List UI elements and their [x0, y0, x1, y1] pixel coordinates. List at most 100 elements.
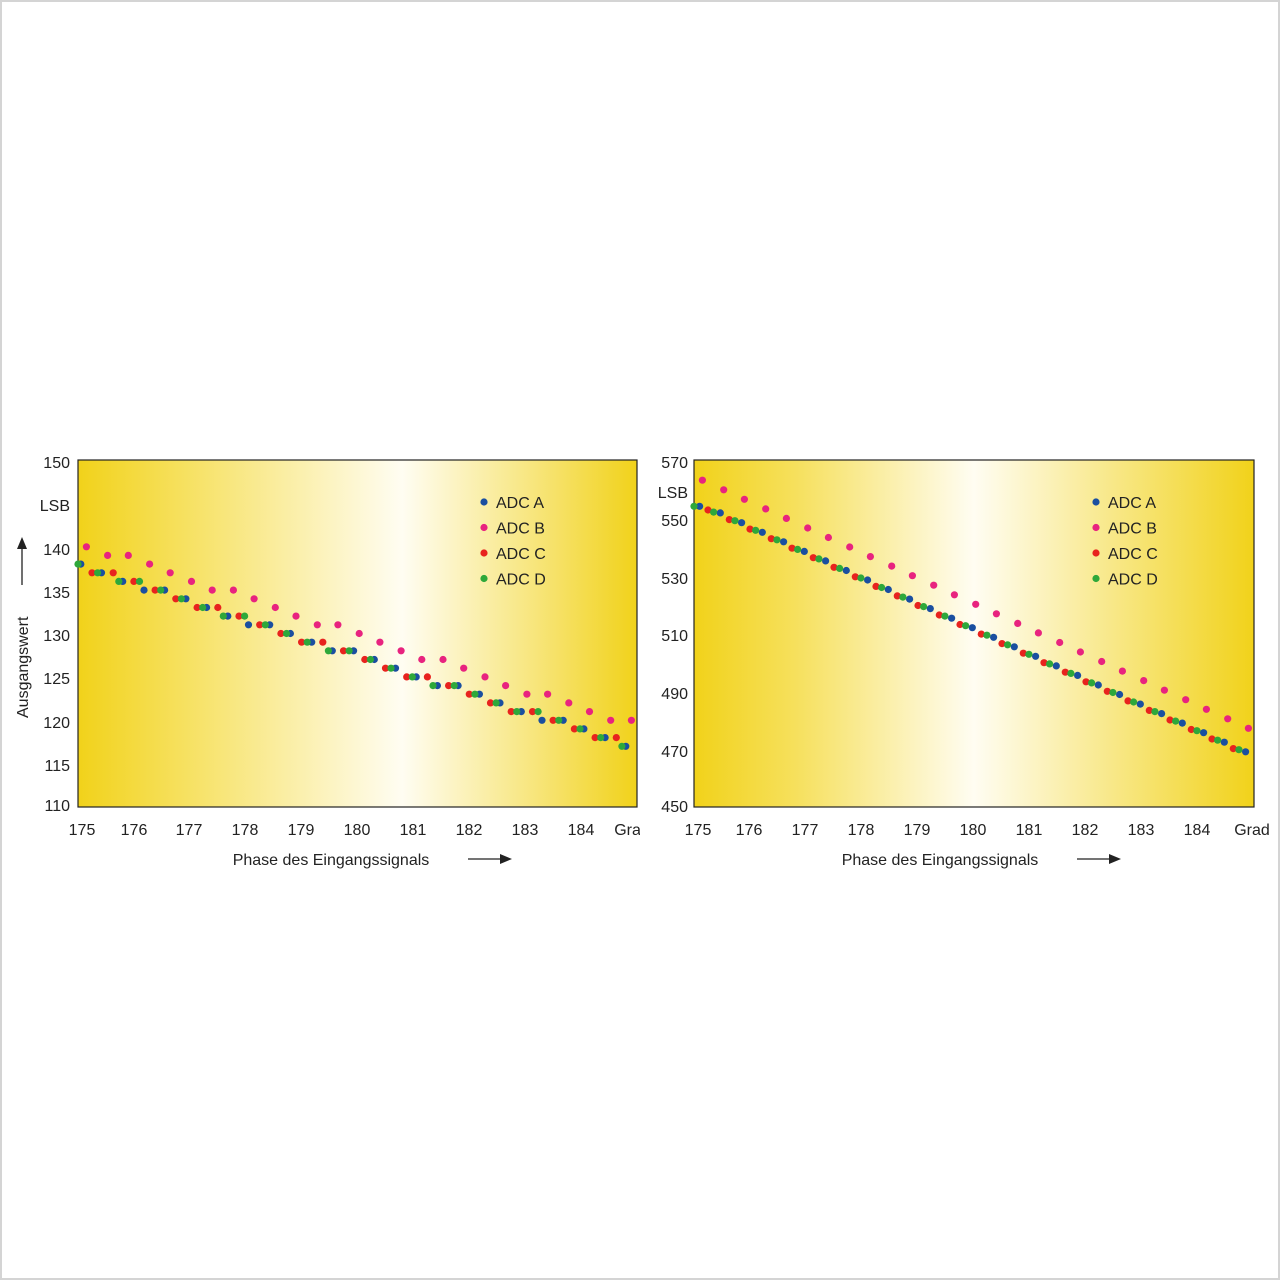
legend-marker [1092, 523, 1100, 532]
y-tick-label: 110 [44, 798, 70, 815]
y-tick-label: 130 [43, 628, 70, 645]
data-point-adc-c [1082, 678, 1090, 686]
data-point-adc-c [1166, 716, 1174, 724]
data-point-adc-c [256, 621, 264, 629]
data-point-adc-a [1136, 700, 1144, 708]
legend-label: ADC D [496, 572, 546, 589]
data-point-adc-b [1014, 619, 1022, 627]
data-point-adc-c [549, 716, 557, 724]
data-point-adc-a [1094, 681, 1102, 689]
data-point-adc-d [261, 621, 269, 629]
data-point-adc-b [972, 600, 980, 608]
data-point-adc-b [271, 603, 279, 612]
y-tick-label: LSB [40, 498, 70, 515]
data-point-adc-a [140, 586, 148, 594]
data-point-adc-a [1052, 662, 1060, 670]
data-point-adc-d [794, 545, 802, 553]
data-point-adc-d [857, 574, 865, 582]
data-point-adc-b [804, 524, 812, 532]
data-point-adc-d [94, 569, 102, 577]
data-point-adc-c [872, 582, 880, 590]
data-point-adc-c [851, 573, 859, 581]
data-point-adc-a [780, 538, 788, 546]
data-point-adc-a [244, 621, 253, 629]
data-point-adc-d [1025, 650, 1033, 658]
data-point-adc-c [725, 516, 733, 524]
data-point-adc-c [704, 506, 712, 514]
data-point-adc-d [1046, 660, 1054, 668]
data-point-adc-a [538, 716, 546, 724]
data-point-adc-a [1220, 738, 1228, 746]
data-point-adc-d [513, 708, 521, 716]
data-point-adc-d [282, 629, 291, 638]
legend-label: ADC D [1108, 572, 1158, 589]
data-point-adc-a [1200, 729, 1208, 737]
data-point-adc-b [1034, 629, 1042, 637]
data-point-adc-c [88, 569, 96, 577]
data-point-adc-c [893, 592, 901, 600]
chart-left: 150 LSB 140 135 130 125 120 115 110 175 176 177 178… [15, 455, 640, 869]
data-point-adc-c [809, 554, 817, 562]
data-point-adc-c [423, 673, 431, 681]
data-point-adc-b [397, 647, 405, 655]
data-point-adc-b [565, 699, 573, 707]
legend-marker [1092, 549, 1100, 557]
data-point-adc-c [767, 535, 775, 543]
data-point-adc-b [740, 495, 748, 503]
data-point-adc-b [762, 505, 770, 513]
data-point-adc-b [1076, 648, 1084, 656]
data-point-adc-c [1145, 706, 1153, 714]
data-point-adc-c [977, 630, 985, 638]
data-point-adc-d [618, 742, 626, 750]
y-tick-label: 120 [43, 715, 70, 732]
x-tick-label: 183 [512, 822, 539, 839]
data-point-adc-a [990, 633, 998, 641]
data-point-adc-c [1040, 659, 1048, 667]
data-point-adc-d [1109, 688, 1117, 697]
data-point-adc-d [115, 577, 123, 585]
data-point-adc-b [439, 655, 447, 664]
data-point-adc-b [930, 581, 938, 589]
x-tick-label: 179 [904, 822, 931, 839]
x-tick-label: 178 [232, 822, 259, 839]
data-point-adc-c [612, 734, 620, 742]
data-point-adc-a [968, 624, 976, 632]
data-point-adc-c [109, 569, 117, 577]
data-point-adc-c [570, 725, 579, 733]
data-point-adc-a [906, 595, 914, 603]
data-point-adc-a [1158, 710, 1166, 718]
data-point-adc-b [888, 562, 896, 570]
data-point-adc-a [948, 614, 956, 622]
x-tick-label: 181 [400, 822, 427, 839]
data-point-adc-d [534, 708, 542, 716]
y-tick-label: 115 [44, 758, 70, 775]
x-tick-label: 178 [848, 822, 875, 839]
y-tick-label: 530 [661, 571, 688, 588]
data-point-adc-a [696, 502, 704, 510]
x-tick-label: 177 [792, 822, 819, 839]
data-point-adc-b [544, 690, 552, 698]
data-point-adc-a [842, 566, 850, 575]
data-point-adc-b [82, 543, 90, 551]
data-point-adc-d [1067, 669, 1075, 677]
x-tick-label: 184 [1184, 822, 1211, 839]
data-point-adc-d [157, 586, 165, 594]
legend-label: ADC C [1108, 546, 1158, 563]
data-point-adc-c [403, 673, 411, 681]
x-axis-arrow [1077, 854, 1121, 864]
data-point-adc-a [1178, 719, 1186, 727]
data-point-adc-a [800, 547, 808, 555]
x-tick-label: 180 [344, 822, 371, 839]
plot-area [77, 459, 638, 808]
data-point-adc-b [1182, 696, 1190, 704]
plot-area [693, 459, 1255, 808]
x-tick-label: 183 [1128, 822, 1155, 839]
data-point-adc-c [214, 603, 222, 612]
data-point-adc-c [1124, 697, 1132, 705]
data-point-adc-b [866, 553, 874, 561]
y-tick-label: 470 [661, 744, 688, 761]
data-point-adc-d [836, 564, 844, 572]
data-point-adc-b [992, 610, 1000, 618]
data-point-adc-a [1032, 652, 1040, 660]
x-tick-label: 176 [736, 822, 763, 839]
